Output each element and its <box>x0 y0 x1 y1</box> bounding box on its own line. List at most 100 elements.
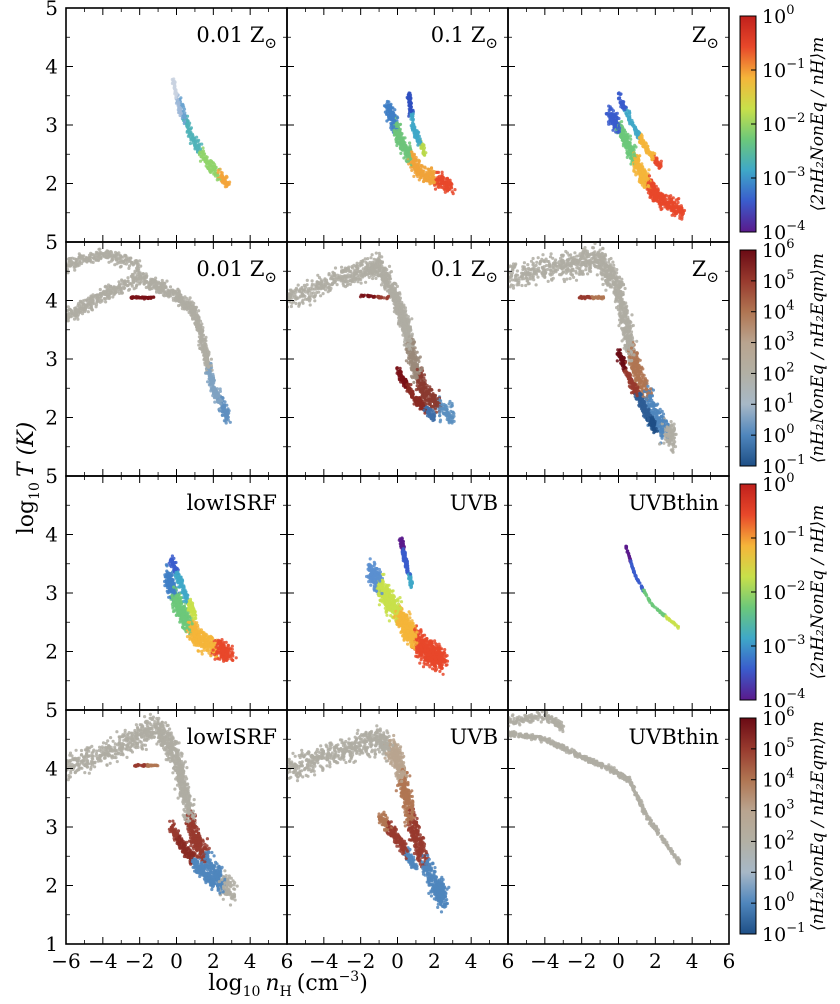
data-point <box>82 257 86 261</box>
data-point <box>435 170 439 174</box>
data-point <box>117 280 121 284</box>
data-point <box>223 412 227 416</box>
y-tick-label: 5 <box>45 230 58 254</box>
data-point <box>123 279 127 284</box>
data-point <box>395 125 399 129</box>
data-point <box>130 272 134 277</box>
data-point <box>370 253 374 257</box>
data-point <box>198 159 203 163</box>
data-point <box>177 304 181 308</box>
data-point <box>101 290 106 294</box>
data-point <box>211 392 216 396</box>
data-point <box>78 307 82 311</box>
data-point <box>423 178 427 182</box>
data-point <box>374 251 378 255</box>
data-point <box>212 378 216 382</box>
data-point <box>626 136 630 140</box>
data-point <box>673 200 677 204</box>
data-point <box>188 130 192 134</box>
data-point <box>630 157 634 161</box>
data-point <box>199 337 203 341</box>
data-point <box>218 389 222 393</box>
data-point <box>213 400 217 404</box>
data-point <box>305 278 309 282</box>
y-tick-label: 3 <box>45 347 58 371</box>
data-point <box>432 180 436 185</box>
data-point <box>138 275 142 279</box>
data-point <box>625 148 629 152</box>
data-point <box>619 123 623 127</box>
data-point <box>621 100 625 104</box>
data-point <box>649 192 653 196</box>
scatter-points <box>382 91 457 196</box>
data-point <box>126 279 130 284</box>
data-point <box>204 164 208 168</box>
data-point <box>114 257 119 261</box>
data-point <box>404 359 408 363</box>
data-point <box>384 104 388 108</box>
data-point <box>617 129 621 134</box>
data-point <box>432 175 436 179</box>
data-point <box>297 301 301 305</box>
data-point <box>66 316 70 320</box>
data-point <box>197 143 201 147</box>
data-point <box>151 279 155 283</box>
data-point <box>211 382 215 386</box>
data-point <box>187 306 191 310</box>
data-point <box>644 141 648 145</box>
data-point <box>112 254 116 258</box>
data-point <box>630 118 634 123</box>
data-point <box>194 320 198 324</box>
data-point <box>429 404 434 408</box>
data-point <box>207 350 211 354</box>
data-point <box>78 260 82 264</box>
data-point <box>66 313 70 317</box>
data-point <box>66 263 70 267</box>
data-point <box>203 352 207 356</box>
data-point <box>421 142 425 146</box>
data-point <box>175 92 179 97</box>
data-point <box>638 154 642 158</box>
data-point <box>408 93 413 97</box>
data-point <box>608 106 612 111</box>
data-point <box>448 399 452 404</box>
data-point <box>422 172 426 176</box>
data-point <box>412 174 416 178</box>
data-point <box>448 187 452 191</box>
data-point <box>399 145 403 149</box>
data-point <box>660 207 664 211</box>
data-point <box>409 157 413 161</box>
data-point <box>203 346 207 350</box>
data-point <box>179 96 183 100</box>
data-point <box>66 271 70 275</box>
data-point <box>228 420 232 424</box>
data-point <box>300 292 304 296</box>
data-point <box>135 273 139 277</box>
data-point <box>107 288 111 292</box>
data-point <box>99 298 103 302</box>
data-point <box>218 397 222 401</box>
data-point <box>220 413 224 417</box>
data-point <box>623 107 627 112</box>
data-point <box>209 357 213 361</box>
data-point <box>104 252 108 256</box>
data-point <box>669 194 673 198</box>
data-point <box>182 114 186 118</box>
data-point <box>425 174 429 178</box>
data-point <box>333 266 338 270</box>
data-point <box>632 152 636 156</box>
data-point <box>617 92 621 96</box>
data-point <box>88 259 92 263</box>
data-point <box>676 200 680 205</box>
data-point <box>440 173 444 177</box>
data-point <box>622 133 626 137</box>
data-point <box>321 292 325 296</box>
data-point <box>130 262 134 266</box>
data-point <box>124 254 128 259</box>
data-point <box>422 151 426 155</box>
data-point <box>159 283 163 287</box>
data-point <box>174 96 178 100</box>
data-point <box>642 182 646 186</box>
